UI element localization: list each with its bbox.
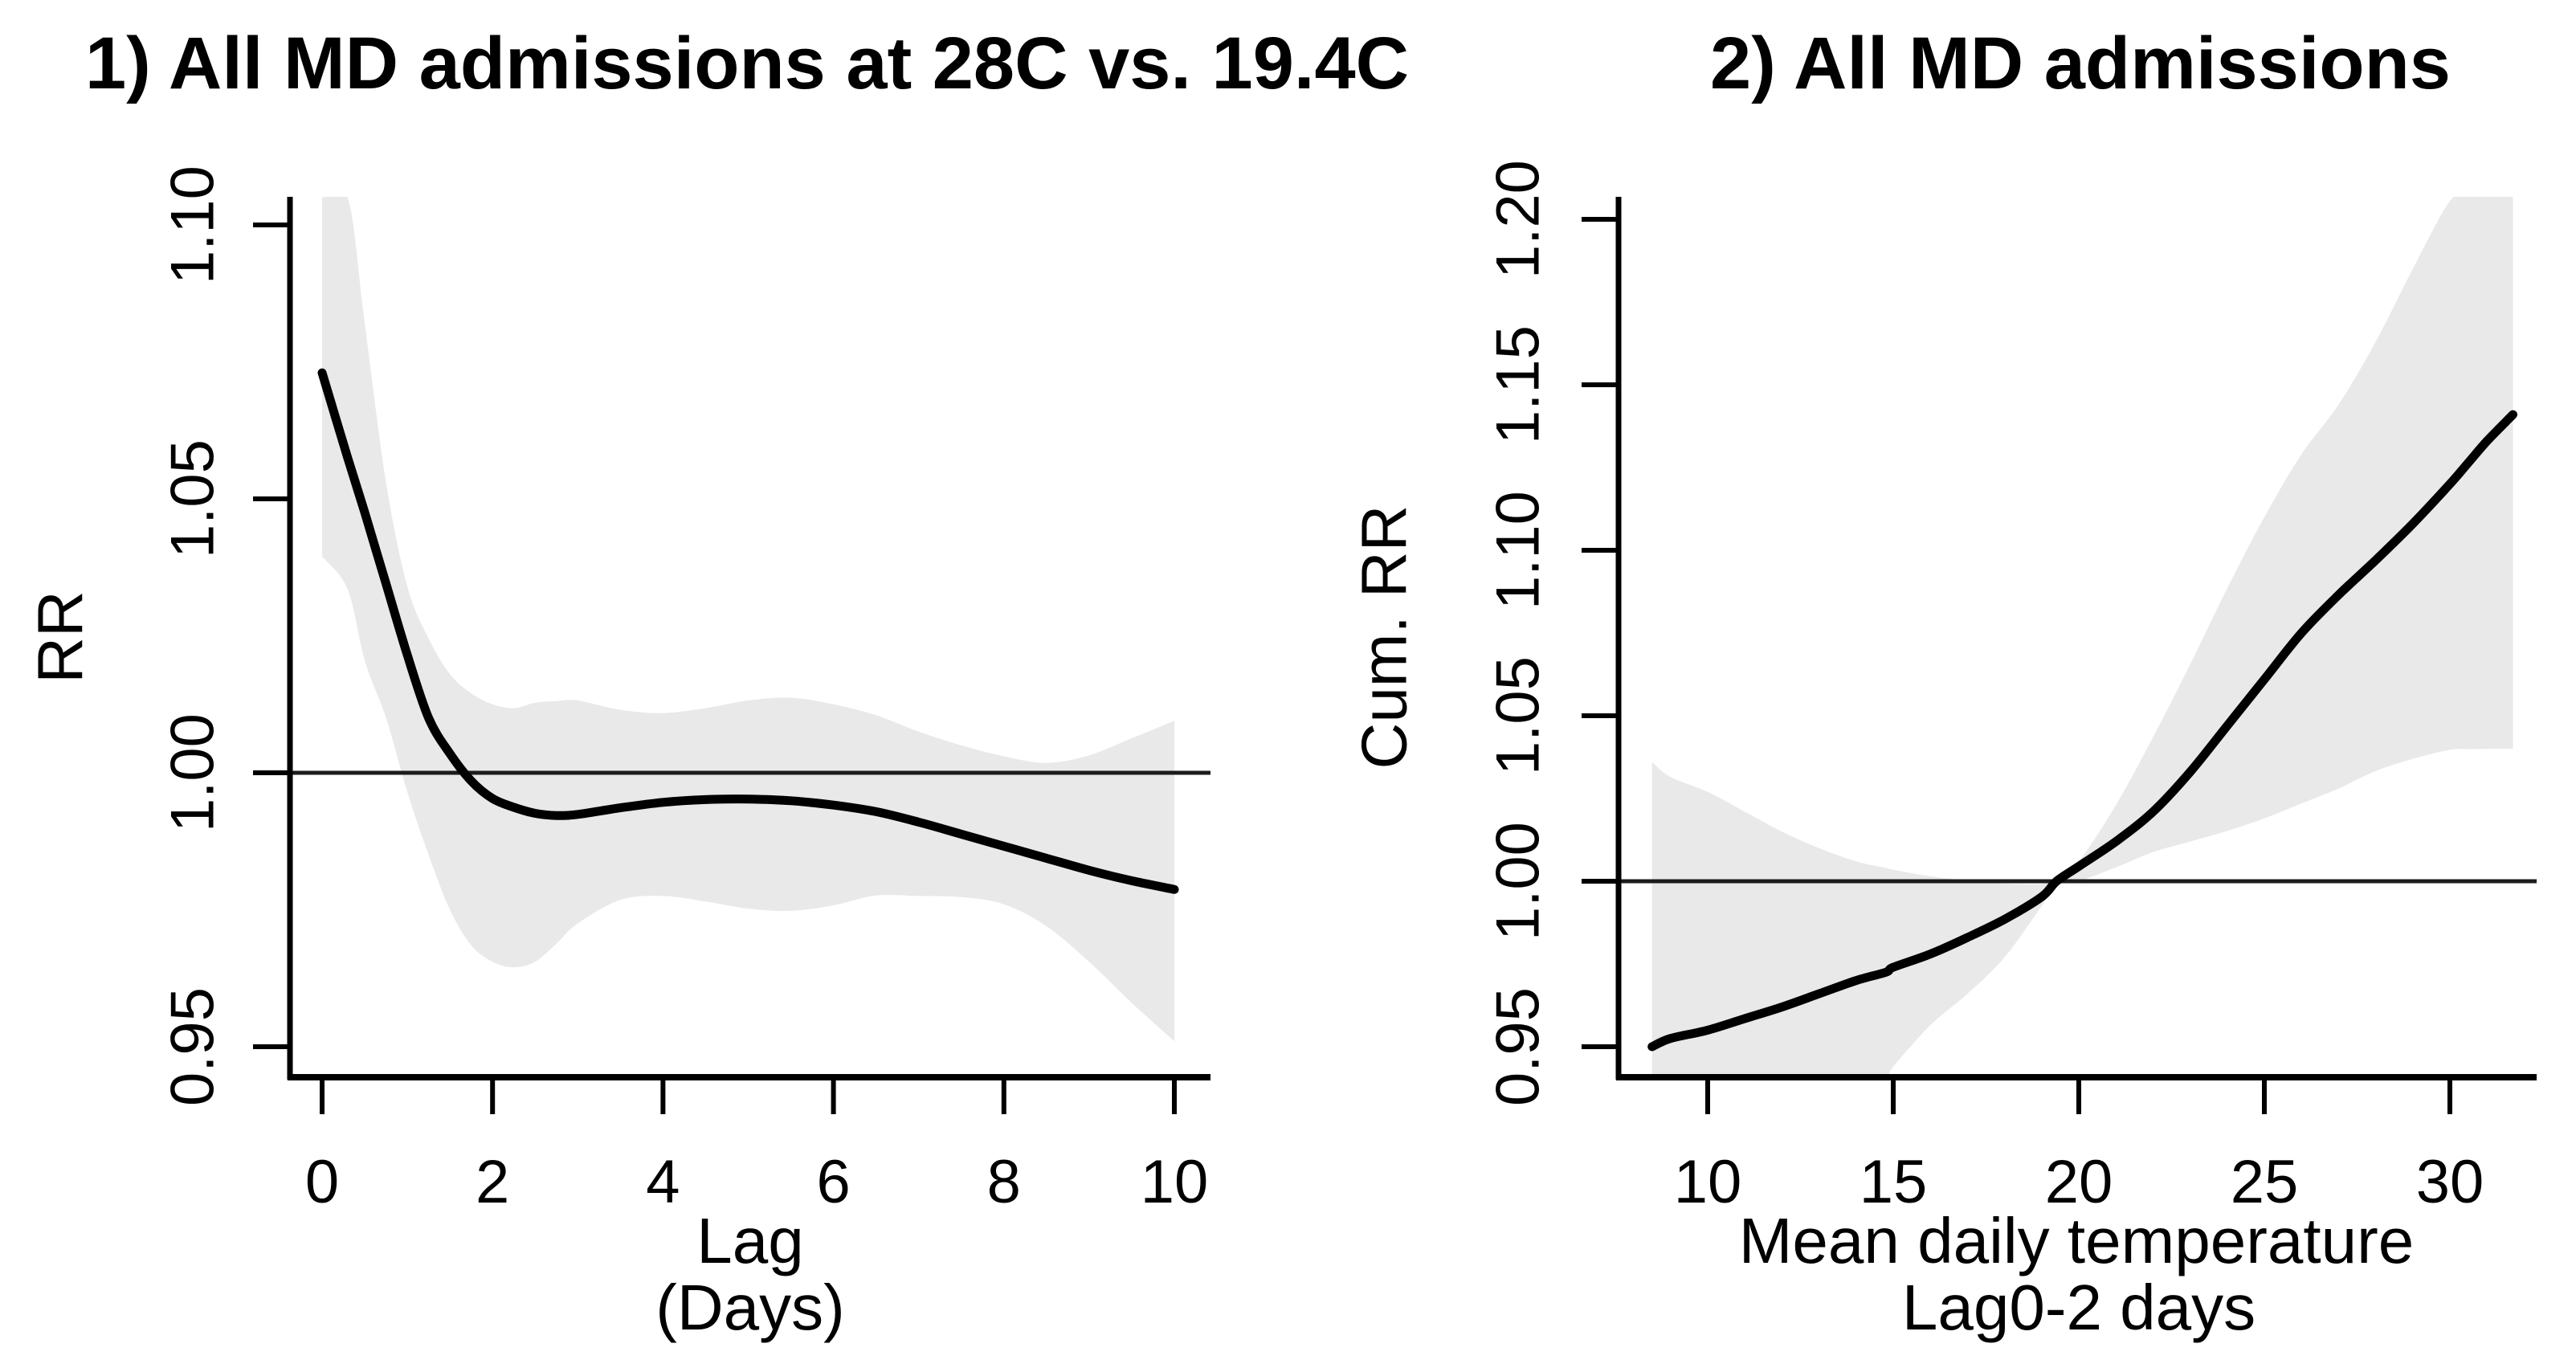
x-tick-label: 4 [646,1148,680,1216]
y-tick-label: 1.15 [1484,325,1553,444]
confidence-band [1651,197,2513,1077]
y-tick-label: 1.05 [159,439,227,558]
estimate-curve [1647,410,2517,1052]
plot-area [1619,197,2537,1077]
x-axis-title-line2: (Days) [655,1272,845,1343]
x-tick-label: 30 [2416,1148,2484,1216]
x-tick-label: 0 [305,1148,339,1216]
y-tick-label: 0.95 [1484,987,1553,1106]
y-tick-label: 1.20 [1484,160,1553,279]
confidence-band [322,197,1174,1042]
x-tick-label: 2 [476,1148,509,1216]
y-axis-title: Cum. RR [1349,505,1420,770]
panel-cumulative-rr: 2) All MD admissions 0.95 1.00 1.05 1.10 1.1… [1349,22,2537,1343]
plot-area [290,197,1210,1042]
panel-title: 1) All MD admissions at 28C vs. 19.4C [85,22,1409,104]
estimate-curve [317,368,1179,894]
panel-title: 2) All MD admissions [1710,22,2451,104]
y-tick-label: 1.00 [159,713,227,832]
x-axis-title-line1: Mean daily temperature [1739,1205,2414,1276]
x-tick-label: 25 [2231,1148,2299,1216]
x-tick-label: 10 [1674,1148,1742,1216]
x-tick-label: 20 [2045,1148,2113,1216]
x-axis-title-line1: Lag [696,1205,803,1276]
x-tick-label: 6 [816,1148,850,1216]
axes: 0.95 1.00 1.05 1.10 1.15 1.20 10 15 20 25 30 [1484,160,2537,1216]
panel-lag-response: 1) All MD admissions at 28C vs. 19.4C 0.… [25,22,1410,1343]
y-tick-label: 1.05 [1484,656,1553,775]
y-axis-title: RR [25,590,96,684]
axes: 0.95 1.00 1.05 1.10 0 2 4 6 8 10 [159,165,1210,1216]
y-tick-label: 0.95 [159,987,227,1106]
y-tick-label: 1.10 [159,165,227,284]
y-tick-label: 1.00 [1484,822,1553,941]
y-tick-label: 1.10 [1484,491,1553,610]
x-tick-label: 10 [1141,1148,1209,1216]
x-tick-label: 15 [1860,1148,1928,1216]
x-tick-label: 8 [987,1148,1021,1216]
x-axis-title-line2: Lag0-2 days [1902,1272,2256,1343]
